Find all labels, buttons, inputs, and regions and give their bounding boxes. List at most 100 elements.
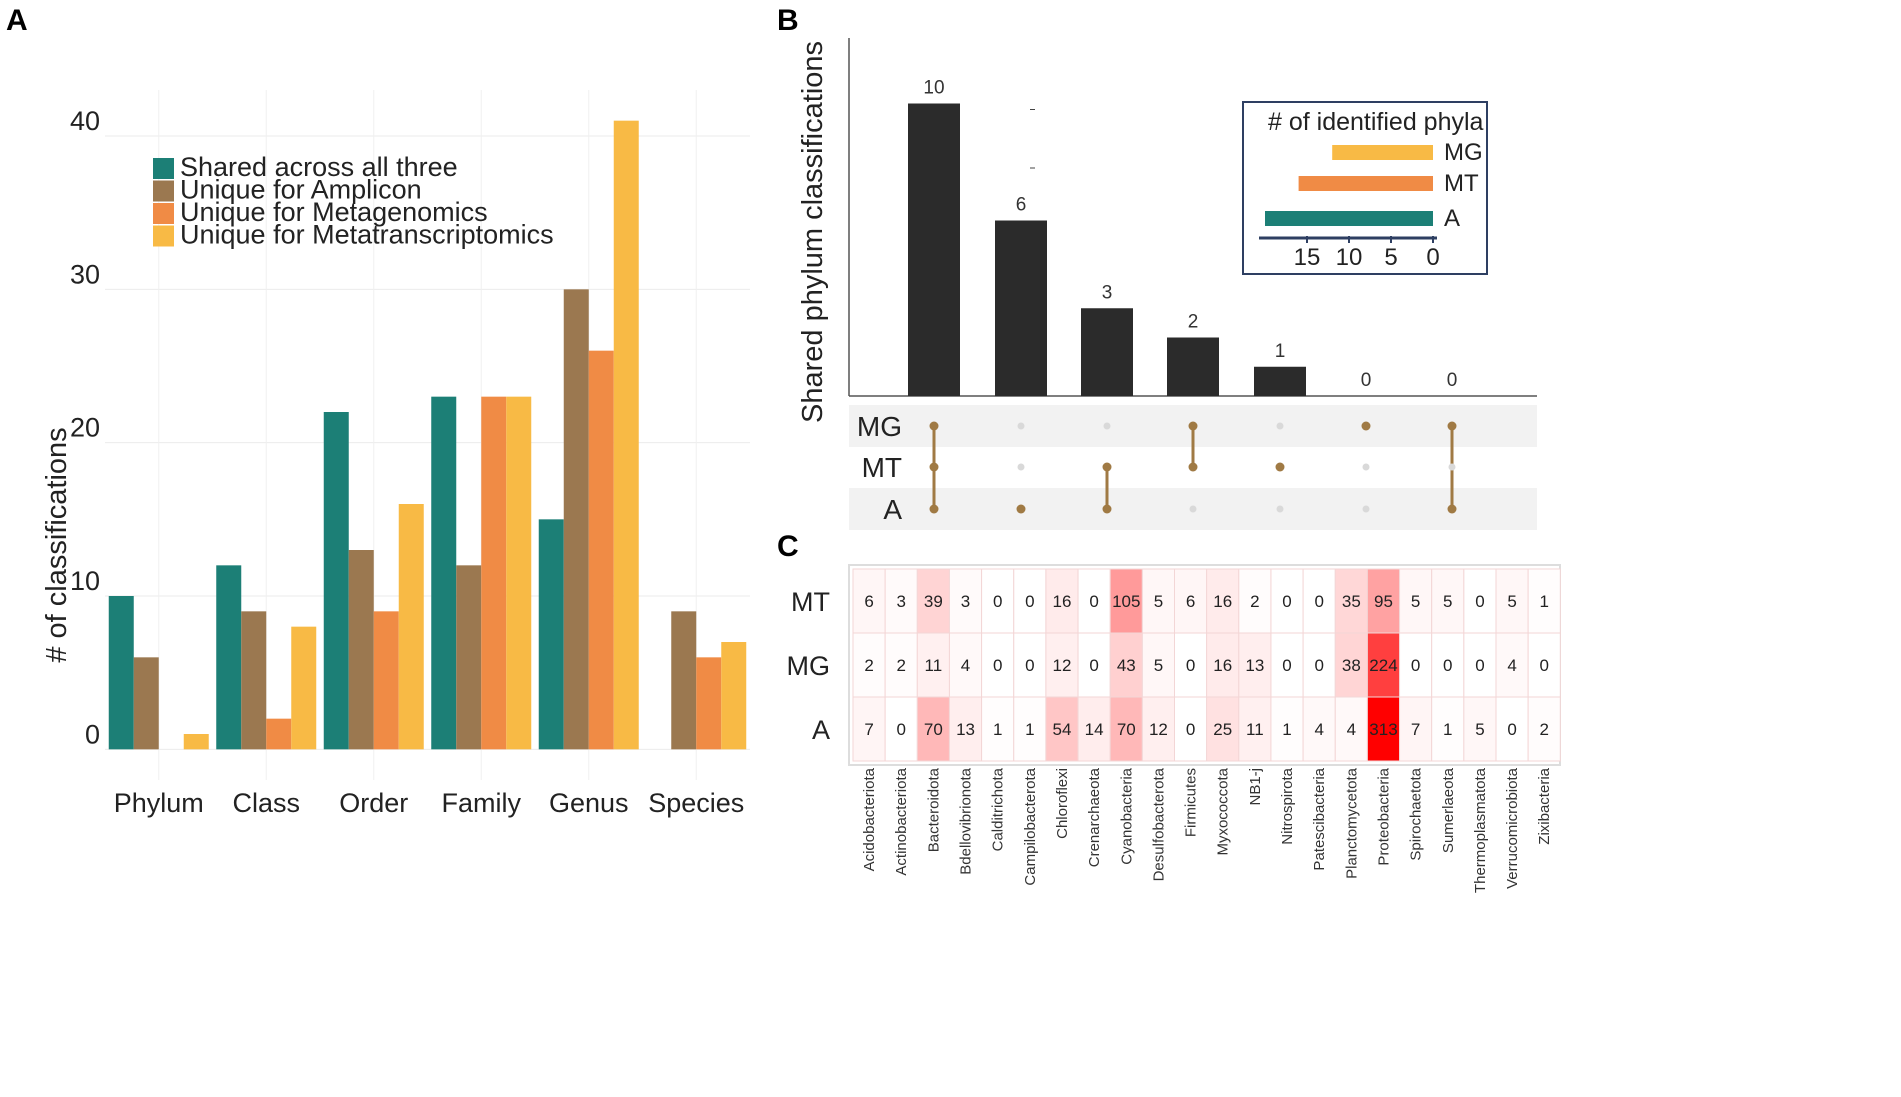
y-tick-label: 30 [70,259,100,289]
bar-shared [216,565,242,750]
heatmap-column-label: Bacteroidota [925,767,942,852]
upset-bar-value: 0 [1447,370,1458,391]
heatmap-column-labels: Acidobacteriota Actinobacteriota Bacteroid… [861,767,1553,893]
heatmap-cell-value: 0 [896,720,905,739]
heatmap-cell-value: 1 [993,720,1002,739]
inset-tick-label: 0 [1426,244,1439,271]
heatmap-cell-value: 70 [1117,720,1136,739]
heatmap-cell [1463,632,1497,698]
heatmap-cell [1366,568,1401,634]
heatmap-column-label: Actinobacteriota [893,767,910,875]
heatmap-cell [1302,568,1336,634]
heatmap-cell-value: 16 [1213,592,1232,611]
bar-amplicon [563,289,589,750]
panel-a-y-axis-title: # of classifications [41,427,73,662]
heatmap-row-labels: MT MG A [787,587,831,745]
bar-metagenomics [266,718,292,750]
heatmap-cell-value: 11 [1246,720,1264,739]
matrix-dot-active [1447,504,1457,514]
heatmap-cell-value: 54 [1053,720,1072,739]
heatmap-column-label: Firmicutes [1183,768,1200,837]
heatmap-cell-value: 4 [1507,656,1516,675]
upset-bar-value: 10 [923,78,944,99]
heatmap-cell [1109,568,1143,634]
upset-bar [1081,308,1133,396]
inset-tick-label: 5 [1384,244,1397,271]
heatmap-cell-value: 39 [924,592,943,611]
heatmap-cell [1013,632,1047,698]
heatmap-cell-value: 3 [961,592,970,611]
panel-a-bar-chart: 0 10 20 30 40 Phylum Class Order Family Genus Spe… [41,90,750,818]
heatmap-cell-value: 43 [1117,656,1136,675]
upset-bar-value: 2 [1188,312,1199,333]
bar-metagenomics [588,350,614,750]
heatmap-cell-value: 5 [1475,720,1484,739]
heatmap-cells: 6 3 39 3 0 0 16 0 105 5 6 16 2 0 0 35 95 5 5 0 5 12 2 11 4 0 0 12 0 4… [852,568,1561,762]
heatmap-cell-value: 3 [896,592,905,611]
bar-shared [323,412,349,750]
panel-letter-c: C [777,530,799,563]
heatmap-column-label: Campilobacterota [1022,767,1039,885]
upset-bar [1167,337,1219,396]
bar-metagenomics [696,657,722,750]
matrix-dot-inactive [1448,463,1456,471]
legend-label: Unique for Amplicon [180,175,422,205]
panel-a-x-ticks: Phylum Class Order Family Genus Species [114,788,745,818]
matrix-dot-active [1016,504,1026,514]
heatmap-cell [1045,568,1079,634]
heatmap-cell [1238,568,1272,634]
bar-amplicon [348,550,374,750]
heatmap-cell-value: 0 [1411,656,1420,675]
heatmap-cell-value: 0 [1475,592,1484,611]
heatmap-column-label: Chloroflexi [1054,768,1071,839]
legend-label: Unique for Metagenomics [180,197,488,227]
heatmap-cell-value: 5 [1443,592,1452,611]
heatmap-cell [1431,696,1465,762]
y-tick-label: 40 [70,106,100,136]
bar-metatranscriptomics [398,504,424,750]
heatmap-cell-value: 16 [1213,656,1232,675]
heatmap-cell [1366,632,1401,698]
inset-x-ticks: 15 10 5 0 [1294,236,1440,271]
heatmap-row-label: A [812,715,830,745]
heatmap-cell [1431,568,1465,634]
inset-tick-label: 15 [1294,244,1321,271]
heatmap-cell-value: 35 [1342,592,1361,611]
heatmap-cell [1238,696,1272,762]
matrix-dot-active [1188,462,1198,472]
heatmap-cell [1109,632,1143,698]
bar-metatranscriptomics [613,120,639,750]
bar-metatranscriptomics [183,734,209,750]
matrix-dot-inactive [1017,463,1025,471]
heatmap-cell [1270,696,1304,762]
heatmap-cell [1270,632,1304,698]
heatmap-cell-value: 6 [1186,592,1195,611]
heatmap-cell-value: 5 [1507,592,1516,611]
heatmap-cell [1174,696,1208,762]
inset-bar-label: MG [1444,139,1483,166]
heatmap-cell-value: 7 [1411,720,1420,739]
heatmap-cell [1109,696,1143,762]
heatmap-cell-value: 7 [864,720,873,739]
x-tick-label: Species [648,788,744,818]
bar-metatranscriptomics [291,626,317,750]
panel-letter-b: B [777,4,799,37]
heatmap-column-label: Cyanobacteria [1118,767,1135,864]
y-tick-label: 20 [70,413,100,443]
heatmap-cell-value: 12 [1053,656,1072,675]
heatmap-cell [1206,568,1240,634]
matrix-dot-active [1361,421,1371,431]
heatmap-cell-value: 95 [1374,592,1393,611]
heatmap-cell-value: 2 [1539,720,1548,739]
set-label-mt: MT [862,452,902,483]
heatmap-cell [1399,696,1433,762]
matrix-dot-active [929,421,939,431]
upset-bar [1254,366,1306,396]
heatmap-column-label: Thermoplasmatota [1472,767,1489,893]
inset-title: # of identified phyla [1268,108,1484,136]
inset-bar-a [1265,211,1433,226]
heatmap-cell-value: 0 [993,592,1002,611]
heatmap-cell [1174,632,1208,698]
x-tick-label: Class [232,788,300,818]
